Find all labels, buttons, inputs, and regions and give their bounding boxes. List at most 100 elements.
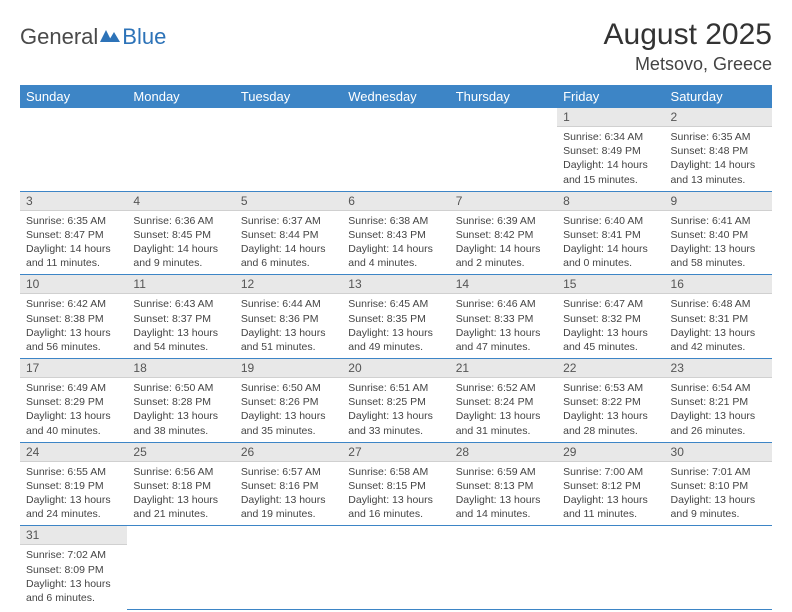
sunrise-text: Sunrise: 6:35 AM	[26, 214, 121, 228]
sunset-text: Sunset: 8:47 PM	[26, 228, 121, 242]
day-details: Sunrise: 6:43 AMSunset: 8:37 PMDaylight:…	[127, 294, 234, 358]
sunset-text: Sunset: 8:36 PM	[241, 312, 336, 326]
calendar-week: 3Sunrise: 6:35 AMSunset: 8:47 PMDaylight…	[20, 191, 772, 275]
calendar-cell: 20Sunrise: 6:51 AMSunset: 8:25 PMDayligh…	[342, 359, 449, 443]
daylight-text: Daylight: 13 hours and 11 minutes.	[563, 493, 658, 521]
sunrise-text: Sunrise: 6:40 AM	[563, 214, 658, 228]
sunrise-text: Sunrise: 6:50 AM	[133, 381, 228, 395]
header: General Blue August 2025 Metsovo, Greece	[20, 18, 772, 75]
calendar-cell: 1Sunrise: 6:34 AMSunset: 8:49 PMDaylight…	[557, 108, 664, 191]
day-number: 27	[342, 443, 449, 462]
sunrise-text: Sunrise: 6:57 AM	[241, 465, 336, 479]
sunset-text: Sunset: 8:18 PM	[133, 479, 228, 493]
sunset-text: Sunset: 8:33 PM	[456, 312, 551, 326]
sunset-text: Sunset: 8:12 PM	[563, 479, 658, 493]
calendar-cell: 9Sunrise: 6:41 AMSunset: 8:40 PMDaylight…	[665, 191, 772, 275]
calendar-cell: 23Sunrise: 6:54 AMSunset: 8:21 PMDayligh…	[665, 359, 772, 443]
day-number: 20	[342, 359, 449, 378]
calendar-cell: 24Sunrise: 6:55 AMSunset: 8:19 PMDayligh…	[20, 442, 127, 526]
calendar-cell: 29Sunrise: 7:00 AMSunset: 8:12 PMDayligh…	[557, 442, 664, 526]
daylight-text: Daylight: 14 hours and 13 minutes.	[671, 158, 766, 186]
sunset-text: Sunset: 8:24 PM	[456, 395, 551, 409]
daylight-text: Daylight: 13 hours and 21 minutes.	[133, 493, 228, 521]
day-number: 22	[557, 359, 664, 378]
calendar-cell: 8Sunrise: 6:40 AMSunset: 8:41 PMDaylight…	[557, 191, 664, 275]
month-title: August 2025	[604, 18, 772, 52]
sunset-text: Sunset: 8:21 PM	[671, 395, 766, 409]
calendar-cell: 3Sunrise: 6:35 AMSunset: 8:47 PMDaylight…	[20, 191, 127, 275]
day-details: Sunrise: 6:47 AMSunset: 8:32 PMDaylight:…	[557, 294, 664, 358]
calendar-cell: 17Sunrise: 6:49 AMSunset: 8:29 PMDayligh…	[20, 359, 127, 443]
sunrise-text: Sunrise: 6:51 AM	[348, 381, 443, 395]
calendar-cell: 5Sunrise: 6:37 AMSunset: 8:44 PMDaylight…	[235, 191, 342, 275]
sunrise-text: Sunrise: 7:01 AM	[671, 465, 766, 479]
day-details: Sunrise: 6:38 AMSunset: 8:43 PMDaylight:…	[342, 211, 449, 275]
title-block: August 2025 Metsovo, Greece	[604, 18, 772, 75]
sunset-text: Sunset: 8:31 PM	[671, 312, 766, 326]
sunrise-text: Sunrise: 7:00 AM	[563, 465, 658, 479]
daylight-text: Daylight: 13 hours and 24 minutes.	[26, 493, 121, 521]
day-details: Sunrise: 6:36 AMSunset: 8:45 PMDaylight:…	[127, 211, 234, 275]
daylight-text: Daylight: 13 hours and 28 minutes.	[563, 409, 658, 437]
flag-icon	[100, 28, 122, 49]
sunset-text: Sunset: 8:19 PM	[26, 479, 121, 493]
sunrise-text: Sunrise: 6:36 AM	[133, 214, 228, 228]
sunset-text: Sunset: 8:37 PM	[133, 312, 228, 326]
calendar-cell: 14Sunrise: 6:46 AMSunset: 8:33 PMDayligh…	[450, 275, 557, 359]
sunset-text: Sunset: 8:13 PM	[456, 479, 551, 493]
daylight-text: Daylight: 13 hours and 9 minutes.	[671, 493, 766, 521]
calendar-cell	[450, 526, 557, 609]
day-details: Sunrise: 6:37 AMSunset: 8:44 PMDaylight:…	[235, 211, 342, 275]
day-details: Sunrise: 6:40 AMSunset: 8:41 PMDaylight:…	[557, 211, 664, 275]
sunset-text: Sunset: 8:38 PM	[26, 312, 121, 326]
day-details: Sunrise: 6:59 AMSunset: 8:13 PMDaylight:…	[450, 462, 557, 526]
sunset-text: Sunset: 8:49 PM	[563, 144, 658, 158]
sunrise-text: Sunrise: 6:46 AM	[456, 297, 551, 311]
day-number: 23	[665, 359, 772, 378]
calendar-cell	[235, 526, 342, 609]
day-details: Sunrise: 6:48 AMSunset: 8:31 PMDaylight:…	[665, 294, 772, 358]
daylight-text: Daylight: 14 hours and 11 minutes.	[26, 242, 121, 270]
day-number: 4	[127, 192, 234, 211]
day-details: Sunrise: 6:35 AMSunset: 8:47 PMDaylight:…	[20, 211, 127, 275]
daylight-text: Daylight: 13 hours and 35 minutes.	[241, 409, 336, 437]
calendar-cell	[127, 108, 234, 191]
sunrise-text: Sunrise: 6:49 AM	[26, 381, 121, 395]
daylight-text: Daylight: 13 hours and 14 minutes.	[456, 493, 551, 521]
sunrise-text: Sunrise: 6:35 AM	[671, 130, 766, 144]
sunset-text: Sunset: 8:42 PM	[456, 228, 551, 242]
calendar-cell: 7Sunrise: 6:39 AMSunset: 8:42 PMDaylight…	[450, 191, 557, 275]
calendar-cell: 13Sunrise: 6:45 AMSunset: 8:35 PMDayligh…	[342, 275, 449, 359]
sunrise-text: Sunrise: 6:41 AM	[671, 214, 766, 228]
calendar-cell: 12Sunrise: 6:44 AMSunset: 8:36 PMDayligh…	[235, 275, 342, 359]
calendar-cell	[342, 526, 449, 609]
sunset-text: Sunset: 8:29 PM	[26, 395, 121, 409]
day-details: Sunrise: 7:01 AMSunset: 8:10 PMDaylight:…	[665, 462, 772, 526]
calendar-week: 10Sunrise: 6:42 AMSunset: 8:38 PMDayligh…	[20, 275, 772, 359]
calendar-cell: 25Sunrise: 6:56 AMSunset: 8:18 PMDayligh…	[127, 442, 234, 526]
calendar-cell: 28Sunrise: 6:59 AMSunset: 8:13 PMDayligh…	[450, 442, 557, 526]
daylight-text: Daylight: 13 hours and 54 minutes.	[133, 326, 228, 354]
sunrise-text: Sunrise: 6:59 AM	[456, 465, 551, 479]
logo: General Blue	[20, 24, 166, 50]
calendar-cell: 19Sunrise: 6:50 AMSunset: 8:26 PMDayligh…	[235, 359, 342, 443]
calendar-week: 31Sunrise: 7:02 AMSunset: 8:09 PMDayligh…	[20, 526, 772, 609]
daylight-text: Daylight: 13 hours and 51 minutes.	[241, 326, 336, 354]
day-number: 5	[235, 192, 342, 211]
day-number: 21	[450, 359, 557, 378]
logo-text-general: General	[20, 24, 98, 50]
calendar-cell: 15Sunrise: 6:47 AMSunset: 8:32 PMDayligh…	[557, 275, 664, 359]
sunset-text: Sunset: 8:35 PM	[348, 312, 443, 326]
daylight-text: Daylight: 13 hours and 31 minutes.	[456, 409, 551, 437]
day-number: 2	[665, 108, 772, 127]
calendar-cell: 21Sunrise: 6:52 AMSunset: 8:24 PMDayligh…	[450, 359, 557, 443]
sunrise-text: Sunrise: 6:56 AM	[133, 465, 228, 479]
day-header: Wednesday	[342, 85, 449, 108]
sunrise-text: Sunrise: 6:34 AM	[563, 130, 658, 144]
sunrise-text: Sunrise: 7:02 AM	[26, 548, 121, 562]
day-details: Sunrise: 6:46 AMSunset: 8:33 PMDaylight:…	[450, 294, 557, 358]
sunset-text: Sunset: 8:09 PM	[26, 563, 121, 577]
daylight-text: Daylight: 14 hours and 2 minutes.	[456, 242, 551, 270]
day-details: Sunrise: 6:58 AMSunset: 8:15 PMDaylight:…	[342, 462, 449, 526]
sunset-text: Sunset: 8:45 PM	[133, 228, 228, 242]
